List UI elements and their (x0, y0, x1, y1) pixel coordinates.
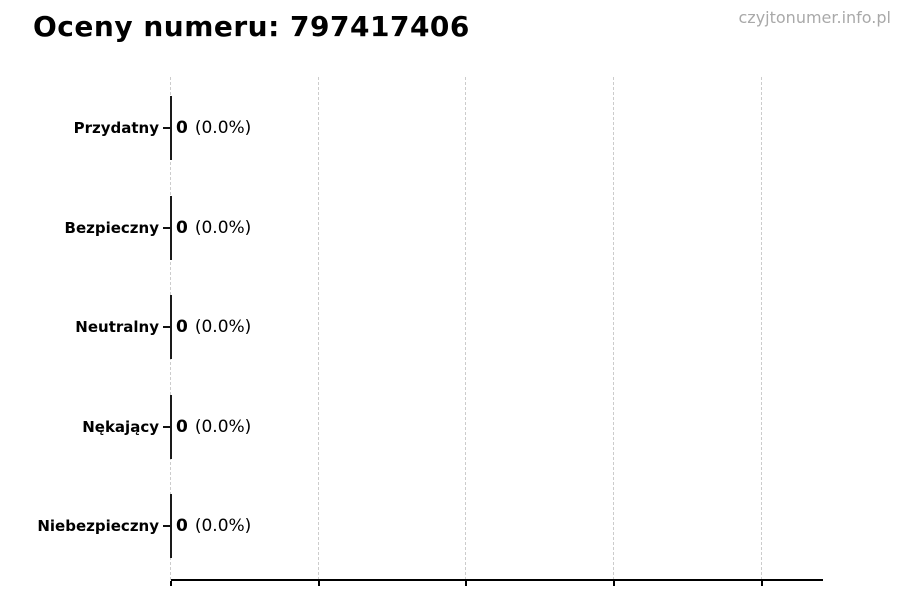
category-label: Niebezpieczny (37, 517, 159, 535)
x-axis-tick (318, 581, 320, 586)
bar-row: Przydatny 0 (0.0%) (0, 95, 900, 161)
gridline (613, 77, 614, 580)
bar-percent: (0.0%) (194, 516, 252, 536)
bar-value-annotation: 0 (0.0%) (176, 294, 251, 360)
category-label: Nękający (82, 418, 159, 436)
bar-percent: (0.0%) (194, 118, 252, 138)
zero-value-bar (170, 196, 172, 260)
bar-count: 0 (176, 218, 188, 238)
zero-value-bar (170, 295, 172, 359)
y-axis-tick (163, 525, 170, 527)
category-label: Przydatny (73, 119, 159, 137)
category-label: Neutralny (75, 318, 159, 336)
bar-value-annotation: 0 (0.0%) (176, 394, 251, 460)
bar-row: Neutralny 0 (0.0%) (0, 294, 900, 360)
bar-count: 0 (176, 417, 188, 437)
x-axis-tick (170, 581, 172, 586)
zero-value-bar (170, 395, 172, 459)
bar-row: Nękający 0 (0.0%) (0, 394, 900, 460)
chart-title: Oceny numeru: 797417406 (33, 10, 470, 43)
bar-percent: (0.0%) (194, 218, 252, 238)
bar-percent: (0.0%) (194, 417, 252, 437)
y-axis-tick (163, 227, 170, 229)
bar-row: Niebezpieczny 0 (0.0%) (0, 493, 900, 559)
gridline (761, 77, 762, 580)
y-axis-tick (163, 426, 170, 428)
bar-count: 0 (176, 516, 188, 536)
y-axis-tick (163, 127, 170, 129)
bar-row: Bezpieczny 0 (0.0%) (0, 195, 900, 261)
bar-count: 0 (176, 317, 188, 337)
bar-value-annotation: 0 (0.0%) (176, 95, 251, 161)
zero-value-bar (170, 494, 172, 558)
x-axis-tick (613, 581, 615, 586)
bar-percent: (0.0%) (194, 317, 252, 337)
y-axis-tick (163, 326, 170, 328)
x-axis-tick (761, 581, 763, 586)
bar-value-annotation: 0 (0.0%) (176, 195, 251, 261)
category-label: Bezpieczny (64, 219, 159, 237)
bar-value-annotation: 0 (0.0%) (176, 493, 251, 559)
x-axis-line (171, 579, 823, 581)
bar-count: 0 (176, 118, 188, 138)
zero-value-bar (170, 96, 172, 160)
watermark-link: czyjtonumer.info.pl (738, 8, 892, 27)
x-axis-tick (465, 581, 467, 586)
gridline (318, 77, 319, 580)
gridline (465, 77, 466, 580)
